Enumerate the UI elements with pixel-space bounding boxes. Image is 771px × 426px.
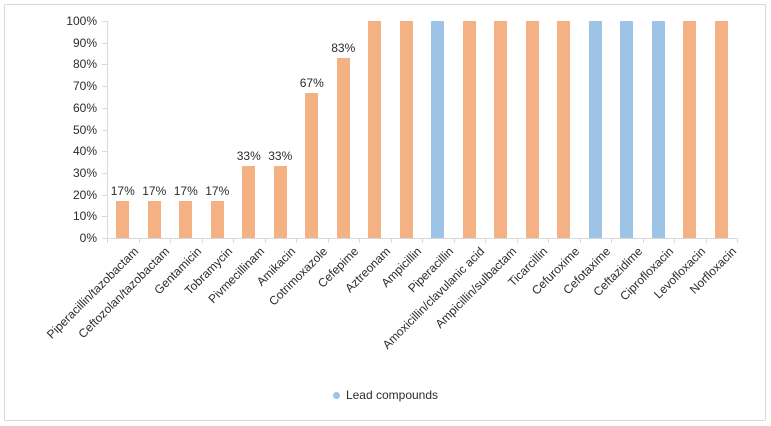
y-axis-tick-label: 10% — [72, 209, 97, 224]
y-axis-line — [107, 21, 108, 238]
bar — [242, 166, 256, 238]
x-axis-tick — [642, 238, 644, 243]
x-axis-tick — [327, 238, 329, 243]
x-axis-tick — [422, 238, 423, 243]
y-axis-tick-label: 70% — [72, 79, 97, 94]
bar-value-label: 33% — [268, 149, 293, 164]
bar — [273, 166, 287, 238]
bar — [588, 21, 602, 238]
bar — [651, 21, 665, 238]
y-axis-tick-label: 0% — [79, 231, 97, 245]
y-axis-tick — [102, 151, 107, 153]
y-axis-tick-label: 30% — [72, 165, 97, 180]
x-axis-tick — [516, 238, 518, 243]
bar — [210, 201, 224, 238]
y-axis-tick — [102, 107, 107, 109]
bar — [305, 92, 319, 238]
x-axis-tick — [674, 238, 675, 243]
y-axis-tick — [102, 42, 107, 44]
x-axis-tick — [359, 238, 360, 243]
x-axis-tick — [737, 238, 738, 243]
bar-value-label: 33% — [236, 149, 261, 164]
x-axis-tick — [705, 238, 707, 243]
bar — [620, 21, 634, 238]
y-axis-tick-label: 90% — [72, 35, 97, 50]
x-axis-tick — [485, 238, 486, 243]
bar-value-label: 17% — [173, 184, 198, 199]
x-axis-tick — [233, 238, 234, 243]
bar-value-label: 67% — [299, 75, 324, 90]
x-axis-tick — [107, 238, 108, 243]
y-axis-tick-label: 100% — [66, 14, 97, 28]
bar — [336, 57, 350, 238]
chart-frame — [4, 4, 766, 421]
bar — [368, 21, 382, 238]
x-axis-tick — [296, 238, 297, 243]
x-axis-tick — [579, 238, 581, 243]
bar — [557, 21, 571, 238]
y-axis-tick — [102, 86, 107, 88]
x-axis-tick — [138, 238, 140, 243]
bar — [494, 21, 508, 238]
x-axis-tick — [453, 238, 455, 243]
bar — [714, 21, 728, 238]
y-axis-tick — [102, 21, 107, 22]
y-axis-tick-label: 20% — [72, 187, 97, 202]
y-axis-tick — [102, 64, 107, 66]
y-axis-tick-label: 40% — [72, 144, 97, 159]
bar — [399, 21, 413, 238]
bar — [116, 201, 130, 238]
bar — [462, 21, 476, 238]
x-axis-tick — [548, 238, 549, 243]
x-axis-tick — [611, 238, 612, 243]
bar-value-label: 17% — [142, 184, 167, 199]
bar-value-label: 17% — [110, 184, 135, 199]
y-axis-tick — [102, 194, 107, 196]
y-axis-tick-label: 60% — [72, 100, 97, 115]
legend: Lead compounds — [0, 388, 771, 402]
x-axis-tick — [201, 238, 203, 243]
x-axis-tick — [390, 238, 392, 243]
bar — [179, 201, 193, 238]
legend-label: Lead compounds — [345, 388, 439, 402]
x-axis-tick — [170, 238, 171, 243]
bar-value-label: 83% — [331, 40, 356, 55]
bar — [147, 201, 161, 238]
legend-marker-icon — [332, 391, 340, 399]
y-axis-tick — [102, 216, 107, 218]
y-axis-tick-label: 50% — [72, 122, 97, 137]
bar — [683, 21, 697, 238]
bar-value-label: 17% — [205, 184, 230, 199]
bar — [525, 21, 539, 238]
bar — [431, 21, 445, 238]
y-axis-tick — [102, 172, 107, 174]
y-axis-tick-label: 80% — [72, 57, 97, 72]
y-axis-tick — [102, 238, 107, 239]
x-axis-tick — [264, 238, 266, 243]
y-axis-tick — [102, 129, 107, 131]
